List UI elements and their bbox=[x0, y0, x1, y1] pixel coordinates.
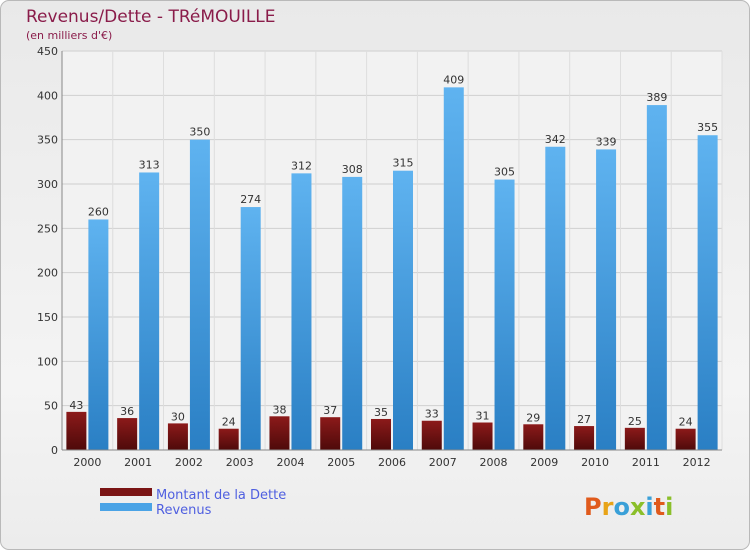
bar-debt bbox=[167, 423, 188, 450]
value-label-debt: 37 bbox=[323, 404, 337, 417]
value-label-revenus: 315 bbox=[393, 157, 414, 170]
value-label-debt: 24 bbox=[679, 416, 693, 429]
value-label-revenus: 355 bbox=[697, 121, 718, 134]
x-tick-label: 2000 bbox=[73, 456, 101, 469]
bar-revenus bbox=[545, 146, 566, 450]
value-label-debt: 38 bbox=[272, 403, 286, 416]
legend-label-debt: Montant de la Dette bbox=[156, 488, 286, 503]
value-label-debt: 27 bbox=[577, 413, 591, 426]
axes: 0 50 100 150 200 250 300 350 400 450 2000 2001 2002 2… bbox=[37, 45, 722, 469]
value-label-debt: 33 bbox=[425, 408, 439, 421]
bar-revenus bbox=[443, 87, 464, 450]
bar-revenus bbox=[596, 149, 617, 451]
bar-debt bbox=[269, 416, 290, 450]
logo-letter: t bbox=[654, 493, 665, 521]
bar-revenus bbox=[189, 139, 210, 450]
value-label-debt: 36 bbox=[120, 405, 134, 418]
bar-revenus bbox=[139, 172, 160, 450]
bar-debt bbox=[574, 426, 595, 450]
value-label-debt: 24 bbox=[222, 416, 236, 429]
logo-letter: r bbox=[602, 493, 614, 521]
x-tick-label: 2009 bbox=[530, 456, 558, 469]
chart-subtitle: (en milliers d'€) bbox=[26, 29, 112, 42]
bar-debt bbox=[472, 422, 493, 450]
x-tick-label: 2005 bbox=[327, 456, 355, 469]
value-label-revenus: 305 bbox=[494, 166, 515, 179]
bar-revenus bbox=[646, 105, 667, 450]
x-tick-label: 2004 bbox=[276, 456, 304, 469]
x-tick-label: 2001 bbox=[124, 456, 152, 469]
value-label-debt: 25 bbox=[628, 415, 642, 428]
value-label-revenus: 409 bbox=[443, 73, 464, 86]
bar-revenus bbox=[393, 170, 413, 450]
bar-revenus bbox=[697, 135, 718, 450]
logo-letter: i bbox=[665, 493, 673, 521]
legend-swatch-debt bbox=[100, 488, 152, 496]
x-tick-label: 2012 bbox=[683, 456, 711, 469]
bar-debt bbox=[624, 427, 645, 450]
x-tick-label: 2003 bbox=[226, 456, 254, 469]
bar-revenus bbox=[494, 179, 515, 451]
value-label-revenus: 342 bbox=[545, 133, 566, 146]
y-tick-label: 400 bbox=[37, 89, 58, 102]
y-tick-label: 150 bbox=[37, 311, 58, 324]
value-label-debt: 35 bbox=[374, 406, 388, 419]
bar-revenus bbox=[342, 176, 363, 450]
value-label-debt: 31 bbox=[476, 410, 490, 423]
y-tick-label: 200 bbox=[37, 267, 58, 280]
value-label-revenus: 312 bbox=[291, 159, 312, 172]
value-label-revenus: 308 bbox=[342, 163, 363, 176]
legend-label-revenus: Revenus bbox=[156, 503, 212, 518]
y-tick-label: 100 bbox=[37, 355, 58, 368]
proxiti-logo: Proxiti bbox=[584, 493, 673, 521]
bar-debt bbox=[371, 418, 391, 450]
x-tick-label: 2002 bbox=[175, 456, 203, 469]
x-tick-label: 2011 bbox=[632, 456, 660, 469]
bar-revenus bbox=[88, 219, 109, 450]
x-tick-label: 2007 bbox=[429, 456, 457, 469]
plot-area bbox=[62, 51, 722, 450]
y-tick-label: 250 bbox=[37, 222, 58, 235]
bar-debt bbox=[66, 411, 87, 450]
y-tick-label: 0 bbox=[51, 444, 58, 457]
x-tick-label: 2006 bbox=[378, 456, 406, 469]
bar-revenus bbox=[240, 207, 261, 450]
legend-swatch-revenus bbox=[100, 503, 152, 511]
value-label-debt: 29 bbox=[526, 411, 540, 424]
value-label-debt: 30 bbox=[171, 410, 185, 423]
y-tick-label: 450 bbox=[37, 45, 58, 58]
logo-letter: i bbox=[645, 493, 653, 521]
bar-debt bbox=[117, 418, 138, 450]
bar-revenus bbox=[291, 173, 312, 451]
logo-letter: x bbox=[630, 493, 646, 521]
grid bbox=[61, 50, 723, 451]
value-label-revenus: 274 bbox=[240, 193, 261, 206]
value-label-revenus: 350 bbox=[189, 126, 210, 139]
value-label-debt: 43 bbox=[69, 399, 83, 412]
y-tick-label: 300 bbox=[37, 178, 58, 191]
bars: 43 260 36 313 30 350 24 274 38 312 37 308 35 315 33 409… bbox=[66, 73, 718, 451]
bar-debt bbox=[675, 428, 696, 450]
logo-letter: o bbox=[613, 493, 630, 521]
logo-letter: P bbox=[584, 493, 602, 521]
value-label-revenus: 339 bbox=[596, 135, 617, 148]
bar-debt bbox=[320, 417, 341, 450]
y-tick-label: 350 bbox=[37, 134, 58, 147]
value-label-revenus: 260 bbox=[88, 205, 109, 218]
bar-debt bbox=[218, 428, 239, 450]
y-tick-label: 50 bbox=[44, 400, 58, 413]
value-label-revenus: 389 bbox=[646, 91, 667, 104]
legend: Montant de la Dette Revenus bbox=[100, 488, 286, 518]
value-label-revenus: 313 bbox=[139, 158, 160, 171]
x-tick-label: 2008 bbox=[480, 456, 508, 469]
x-tick-label: 2010 bbox=[581, 456, 609, 469]
chart-title: Revenus/Dette - TRéMOUILLE bbox=[26, 7, 276, 27]
bar-debt bbox=[523, 424, 544, 450]
bar-debt bbox=[421, 420, 442, 450]
